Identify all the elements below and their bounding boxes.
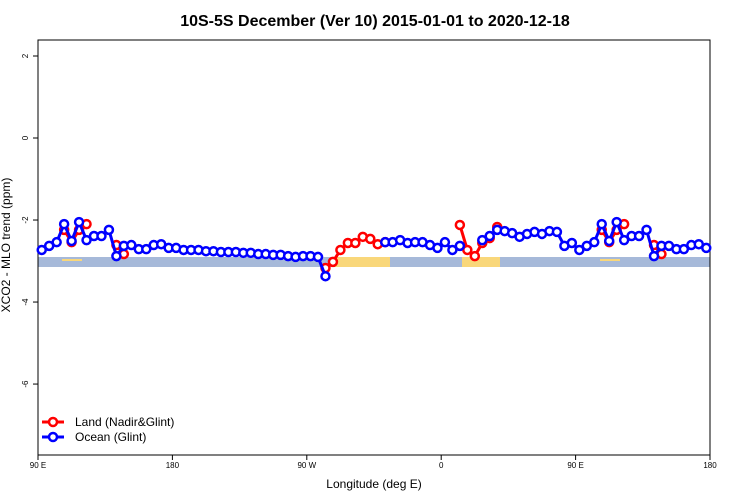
land-mask-strip xyxy=(38,257,710,267)
data-point xyxy=(73,216,85,228)
data-point xyxy=(566,237,578,249)
data-point xyxy=(81,234,92,246)
x-tick-label: 90 E xyxy=(567,461,583,470)
data-point xyxy=(589,236,600,248)
x-tick-label: 90 W xyxy=(297,461,316,470)
data-point xyxy=(327,256,339,268)
data-point xyxy=(66,235,77,247)
x-tick-label: 90 E xyxy=(30,461,46,470)
x-tick-label: 180 xyxy=(166,461,180,470)
data-point xyxy=(141,243,152,255)
data-point xyxy=(320,270,331,282)
legend-label: Ocean (Glint) xyxy=(75,430,146,444)
data-point xyxy=(701,242,712,254)
y-tick-label: -2 xyxy=(21,216,30,224)
data-point xyxy=(365,233,376,245)
x-axis-label: Longitude (deg E) xyxy=(326,477,421,491)
data-point xyxy=(618,234,630,246)
data-point xyxy=(36,244,47,256)
data-point xyxy=(477,234,488,246)
data-point xyxy=(551,226,563,238)
data-point xyxy=(648,250,660,262)
y-tick-label: -4 xyxy=(21,298,30,306)
data-point xyxy=(447,244,458,256)
data-point xyxy=(335,244,346,256)
data-point xyxy=(454,219,466,231)
chart-title: 10S-5S December (Ver 10) 2015-01-01 to 2… xyxy=(180,13,570,30)
data-point xyxy=(96,230,107,242)
legend-label: Land (Nadir&Glint) xyxy=(75,415,174,429)
data-point xyxy=(462,244,473,256)
legend-marker xyxy=(47,431,59,443)
data-point xyxy=(603,235,615,247)
data-point xyxy=(484,230,495,242)
y-tick-label: 2 xyxy=(21,53,30,58)
data-point xyxy=(678,243,690,255)
data-point xyxy=(126,239,137,251)
data-point xyxy=(611,216,622,228)
data-point xyxy=(312,251,324,263)
data-point xyxy=(596,218,607,230)
data-point xyxy=(51,236,62,248)
data-point xyxy=(58,218,70,230)
x-tick-label: 0 xyxy=(439,461,444,470)
x-tick-label: 180 xyxy=(703,461,717,470)
data-point xyxy=(641,224,652,236)
data-point xyxy=(454,240,466,252)
legend-marker xyxy=(47,416,59,428)
data-point xyxy=(633,230,645,242)
data-point xyxy=(469,250,481,262)
data-point xyxy=(111,250,122,262)
data-point xyxy=(439,236,451,248)
y-tick-label: -6 xyxy=(21,380,30,388)
data-point xyxy=(103,224,115,236)
y-tick-label: 0 xyxy=(21,135,30,140)
y-axis-label: XCO2 - MLO trend (ppm) xyxy=(0,178,13,313)
data-point xyxy=(350,237,361,249)
data-point xyxy=(432,242,443,254)
data-point xyxy=(574,244,585,256)
